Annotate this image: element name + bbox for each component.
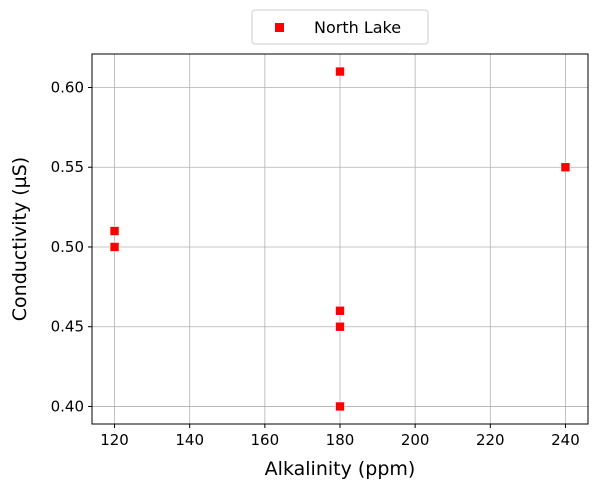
legend: North Lake: [251, 9, 429, 45]
legend-marker-north-lake: [275, 23, 284, 32]
grid-lines: [92, 54, 588, 424]
x-axis-ticks: 120 140 160 180 200 220 240: [100, 424, 580, 449]
x-tick-label: 180: [326, 431, 355, 449]
x-tick-label: 240: [551, 431, 580, 449]
x-tick-label: 160: [251, 431, 280, 449]
x-tick-label: 200: [401, 431, 430, 449]
data-point: [109, 242, 120, 252]
data-points: [109, 66, 571, 412]
legend-box: [251, 9, 429, 45]
data-point: [560, 162, 571, 173]
data-point: [109, 226, 120, 236]
data-point: [335, 401, 345, 412]
x-axis-label: Alkalinity (ppm): [265, 458, 416, 480]
y-tick-label: 0.45: [51, 318, 84, 336]
y-tick-label: 0.40: [51, 397, 84, 415]
data-point: [335, 66, 345, 77]
y-axis-ticks: 0.40 0.45 0.50 0.55 0.60: [51, 78, 92, 415]
x-tick-label: 220: [476, 431, 505, 449]
y-tick-label: 0.55: [51, 158, 84, 176]
y-tick-label: 0.50: [51, 238, 84, 256]
x-tick-label: 120: [100, 431, 129, 449]
y-axis-label: Conductivity (µS): [9, 157, 31, 321]
legend-label-north-lake: North Lake: [314, 18, 401, 37]
x-tick-label: 140: [175, 431, 204, 449]
data-point: [335, 321, 345, 332]
data-point: [335, 305, 345, 316]
y-tick-label: 0.60: [51, 78, 84, 96]
